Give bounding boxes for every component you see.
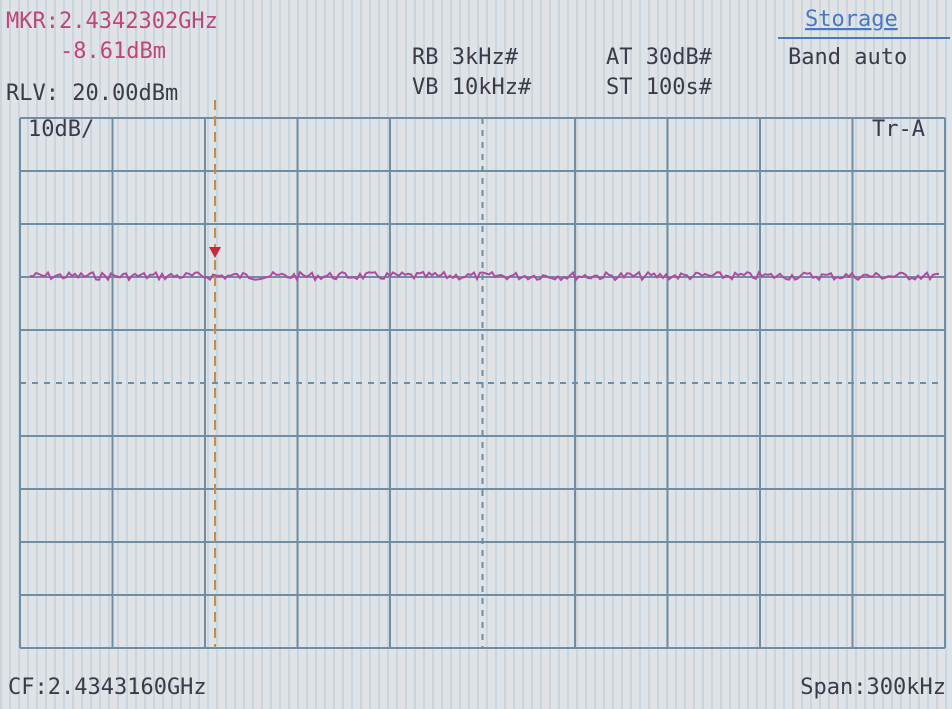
- menu-item[interactable]: Band auto: [788, 45, 907, 70]
- sweep-time: ST 100s#: [606, 75, 713, 100]
- trace-label: Tr-A: [872, 117, 925, 142]
- marker-frequency: MKR:2.4342302GHz: [6, 9, 218, 34]
- span: Span:300kHz: [800, 675, 946, 700]
- attenuation: AT 30dB#: [606, 45, 713, 70]
- reference-level: RLV: 20.00dBm: [6, 81, 178, 106]
- center-frequency: CF:2.4343160GHz: [8, 675, 207, 700]
- marker-level: -8.61dBm: [60, 39, 166, 64]
- menu-title[interactable]: Storage: [805, 7, 898, 32]
- scale: 10dB/: [28, 117, 94, 142]
- page: {"marker": {"frequency": "MKR:2.4342302G…: [0, 0, 952, 709]
- analyzer-screen: MKR:2.4342302GHz -8.61dBm RLV: 20.00dBm …: [0, 0, 952, 709]
- vbw: VB 10kHz#: [412, 75, 532, 100]
- background: [0, 0, 952, 709]
- rbw: RB 3kHz#: [412, 45, 519, 70]
